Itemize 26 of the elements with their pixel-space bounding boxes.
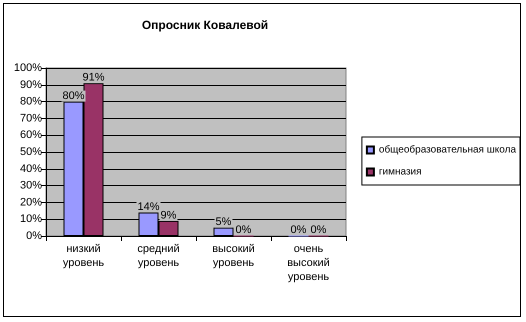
y-tick-label: 20% xyxy=(20,196,42,208)
y-tick-label: 0% xyxy=(26,230,42,242)
y-tick-label: 10% xyxy=(20,213,42,226)
chart-title: Опросник Ковалевой xyxy=(142,18,268,32)
x-tick-label: низкий уровень xyxy=(62,243,104,269)
data-label: 9% xyxy=(160,209,177,222)
data-label: 0% xyxy=(310,224,327,236)
y-tick-label: 100% xyxy=(14,62,42,74)
y-tick-label: 80% xyxy=(20,96,42,108)
y-tick-label: 30% xyxy=(20,180,42,192)
y-tick-label: 40% xyxy=(20,162,42,175)
y-tick-label: 90% xyxy=(20,78,42,91)
data-label: 0% xyxy=(236,224,252,236)
x-tick-label: очень высокий уровень xyxy=(287,243,330,283)
data-label: 0% xyxy=(290,224,307,236)
legend-label: общеобразовательная школа xyxy=(378,144,516,156)
y-tick-label: 70% xyxy=(20,112,42,124)
data-label: 5% xyxy=(216,216,232,228)
x-tick-label: высокий уровень xyxy=(212,243,255,269)
data-label: 80% xyxy=(62,90,85,102)
data-label: 14% xyxy=(137,200,160,213)
y-tick-label: 60% xyxy=(20,129,42,142)
x-tick-label: средний уровень xyxy=(137,243,180,269)
y-tick-label: 50% xyxy=(20,146,42,158)
legend-label: гимназия xyxy=(378,166,422,178)
data-label: 91% xyxy=(82,72,105,84)
